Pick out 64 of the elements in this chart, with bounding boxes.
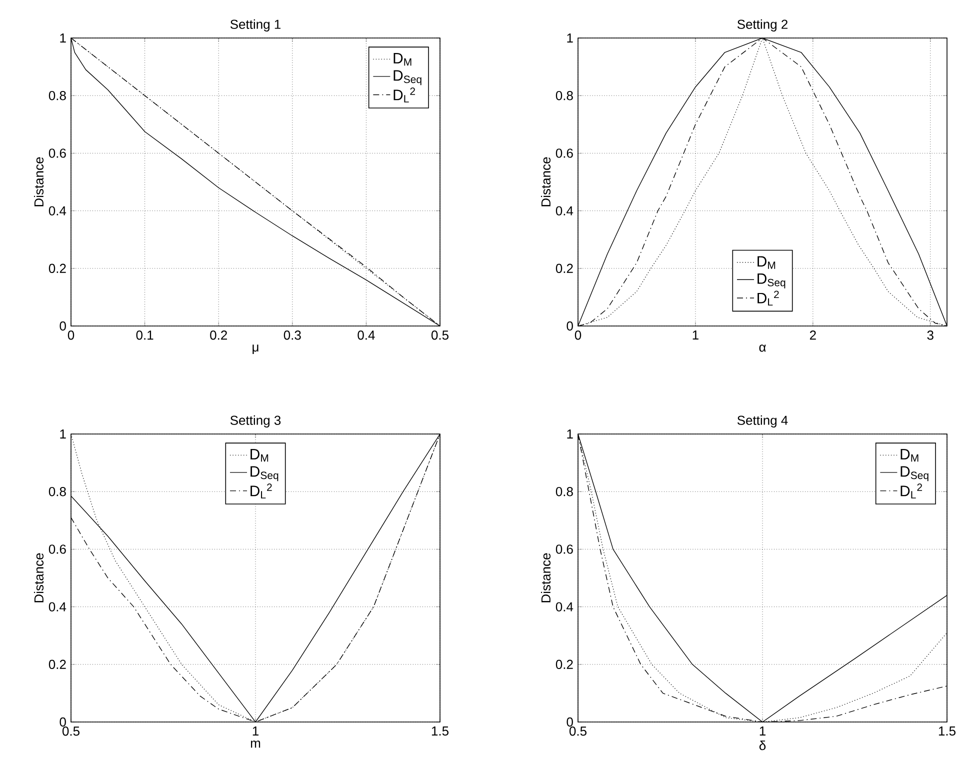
y-axis-title: Distance bbox=[34, 157, 44, 206]
y-tick-label: 0 bbox=[566, 717, 573, 727]
x-tick-label: 0.5 bbox=[62, 726, 80, 736]
legend-label: D$_{Seq}$ bbox=[250, 466, 278, 482]
y-axis-title: Distance bbox=[540, 157, 551, 206]
y-tick-label: 0.8 bbox=[48, 91, 66, 100]
y-tick-label: 1 bbox=[60, 430, 66, 438]
legend-label: D$_{M}$ bbox=[250, 449, 268, 462]
y-tick-label: 1 bbox=[567, 34, 573, 42]
x-tick-label: 0.3 bbox=[284, 330, 301, 340]
x-tick-label: 1 bbox=[692, 330, 698, 340]
x-tick-label: 0.1 bbox=[136, 330, 154, 340]
legend-label: D$_{L}$2 bbox=[250, 484, 272, 498]
x-tick-label: 3 bbox=[927, 330, 934, 340]
legend-label: D$_{Seq}$ bbox=[758, 273, 786, 288]
y-tick-label: 0.6 bbox=[556, 148, 573, 158]
legend-label: D$_{M}$ bbox=[900, 449, 918, 462]
y-tick-label: 0.4 bbox=[48, 602, 66, 612]
x-tick-label: 0.5 bbox=[431, 330, 448, 340]
y-tick-label: 0 bbox=[60, 717, 66, 727]
legend-label: D$_{M}$ bbox=[394, 53, 412, 66]
y-tick-label: 0.2 bbox=[48, 660, 66, 670]
x-tick-label: 1.5 bbox=[938, 726, 956, 736]
legend-label: D$_{L}$2 bbox=[758, 290, 779, 306]
y-tick-label: 1 bbox=[60, 34, 66, 42]
y-tick-label: 0.6 bbox=[48, 148, 66, 158]
chart-title: Setting 1 bbox=[230, 19, 281, 32]
y-tick-label: 0.8 bbox=[556, 91, 573, 100]
y-tick-label: 0.2 bbox=[48, 264, 66, 274]
x-axis-title: α bbox=[759, 344, 766, 352]
legend-label: D$_{Seq}$ bbox=[394, 70, 422, 86]
x-axis-title: m bbox=[250, 740, 260, 748]
y-axis-title: Distance bbox=[540, 553, 551, 602]
x-tick-label: 1 bbox=[252, 726, 258, 736]
y-tick-label: 0.6 bbox=[556, 544, 573, 554]
legend-label: D$_{Seq}$ bbox=[900, 466, 928, 482]
x-tick-label: 0 bbox=[68, 330, 74, 340]
x-axis-title: μ bbox=[252, 344, 258, 354]
x-tick-label: 0.2 bbox=[210, 330, 227, 340]
x-tick-label: 2 bbox=[810, 330, 816, 340]
x-tick-label: 0 bbox=[574, 330, 582, 340]
y-tick-label: 1 bbox=[567, 430, 573, 438]
y-tick-label: 0.2 bbox=[556, 264, 573, 274]
y-tick-label: 0 bbox=[566, 321, 573, 331]
y-tick-label: 0.4 bbox=[556, 602, 574, 612]
y-tick-label: 0.4 bbox=[556, 206, 574, 216]
y-axis-title: Distance bbox=[34, 553, 44, 602]
y-tick-label: 0.4 bbox=[48, 206, 66, 216]
x-tick-label: 1 bbox=[760, 726, 766, 736]
y-tick-label: 0.6 bbox=[48, 544, 66, 554]
chart-title: Setting 2 bbox=[737, 19, 788, 32]
x-tick-label: 1.5 bbox=[432, 726, 448, 736]
x-tick-label: 0.5 bbox=[569, 726, 586, 736]
y-tick-label: 0.2 bbox=[556, 660, 573, 670]
chart-title: Setting 3 bbox=[230, 415, 281, 428]
legend-label: D$_{M}$ bbox=[758, 256, 776, 269]
chart-title: Setting 4 bbox=[737, 415, 788, 428]
y-tick-label: 0.8 bbox=[556, 487, 573, 496]
legend-label: D$_{L}$2 bbox=[900, 484, 922, 498]
y-tick-label: 0.8 bbox=[48, 487, 66, 496]
y-tick-label: 0 bbox=[60, 321, 66, 331]
legend-label: D$_{L}$2 bbox=[394, 88, 416, 102]
x-axis-title: δ bbox=[759, 740, 766, 750]
x-tick-label: 0.4 bbox=[358, 330, 375, 340]
